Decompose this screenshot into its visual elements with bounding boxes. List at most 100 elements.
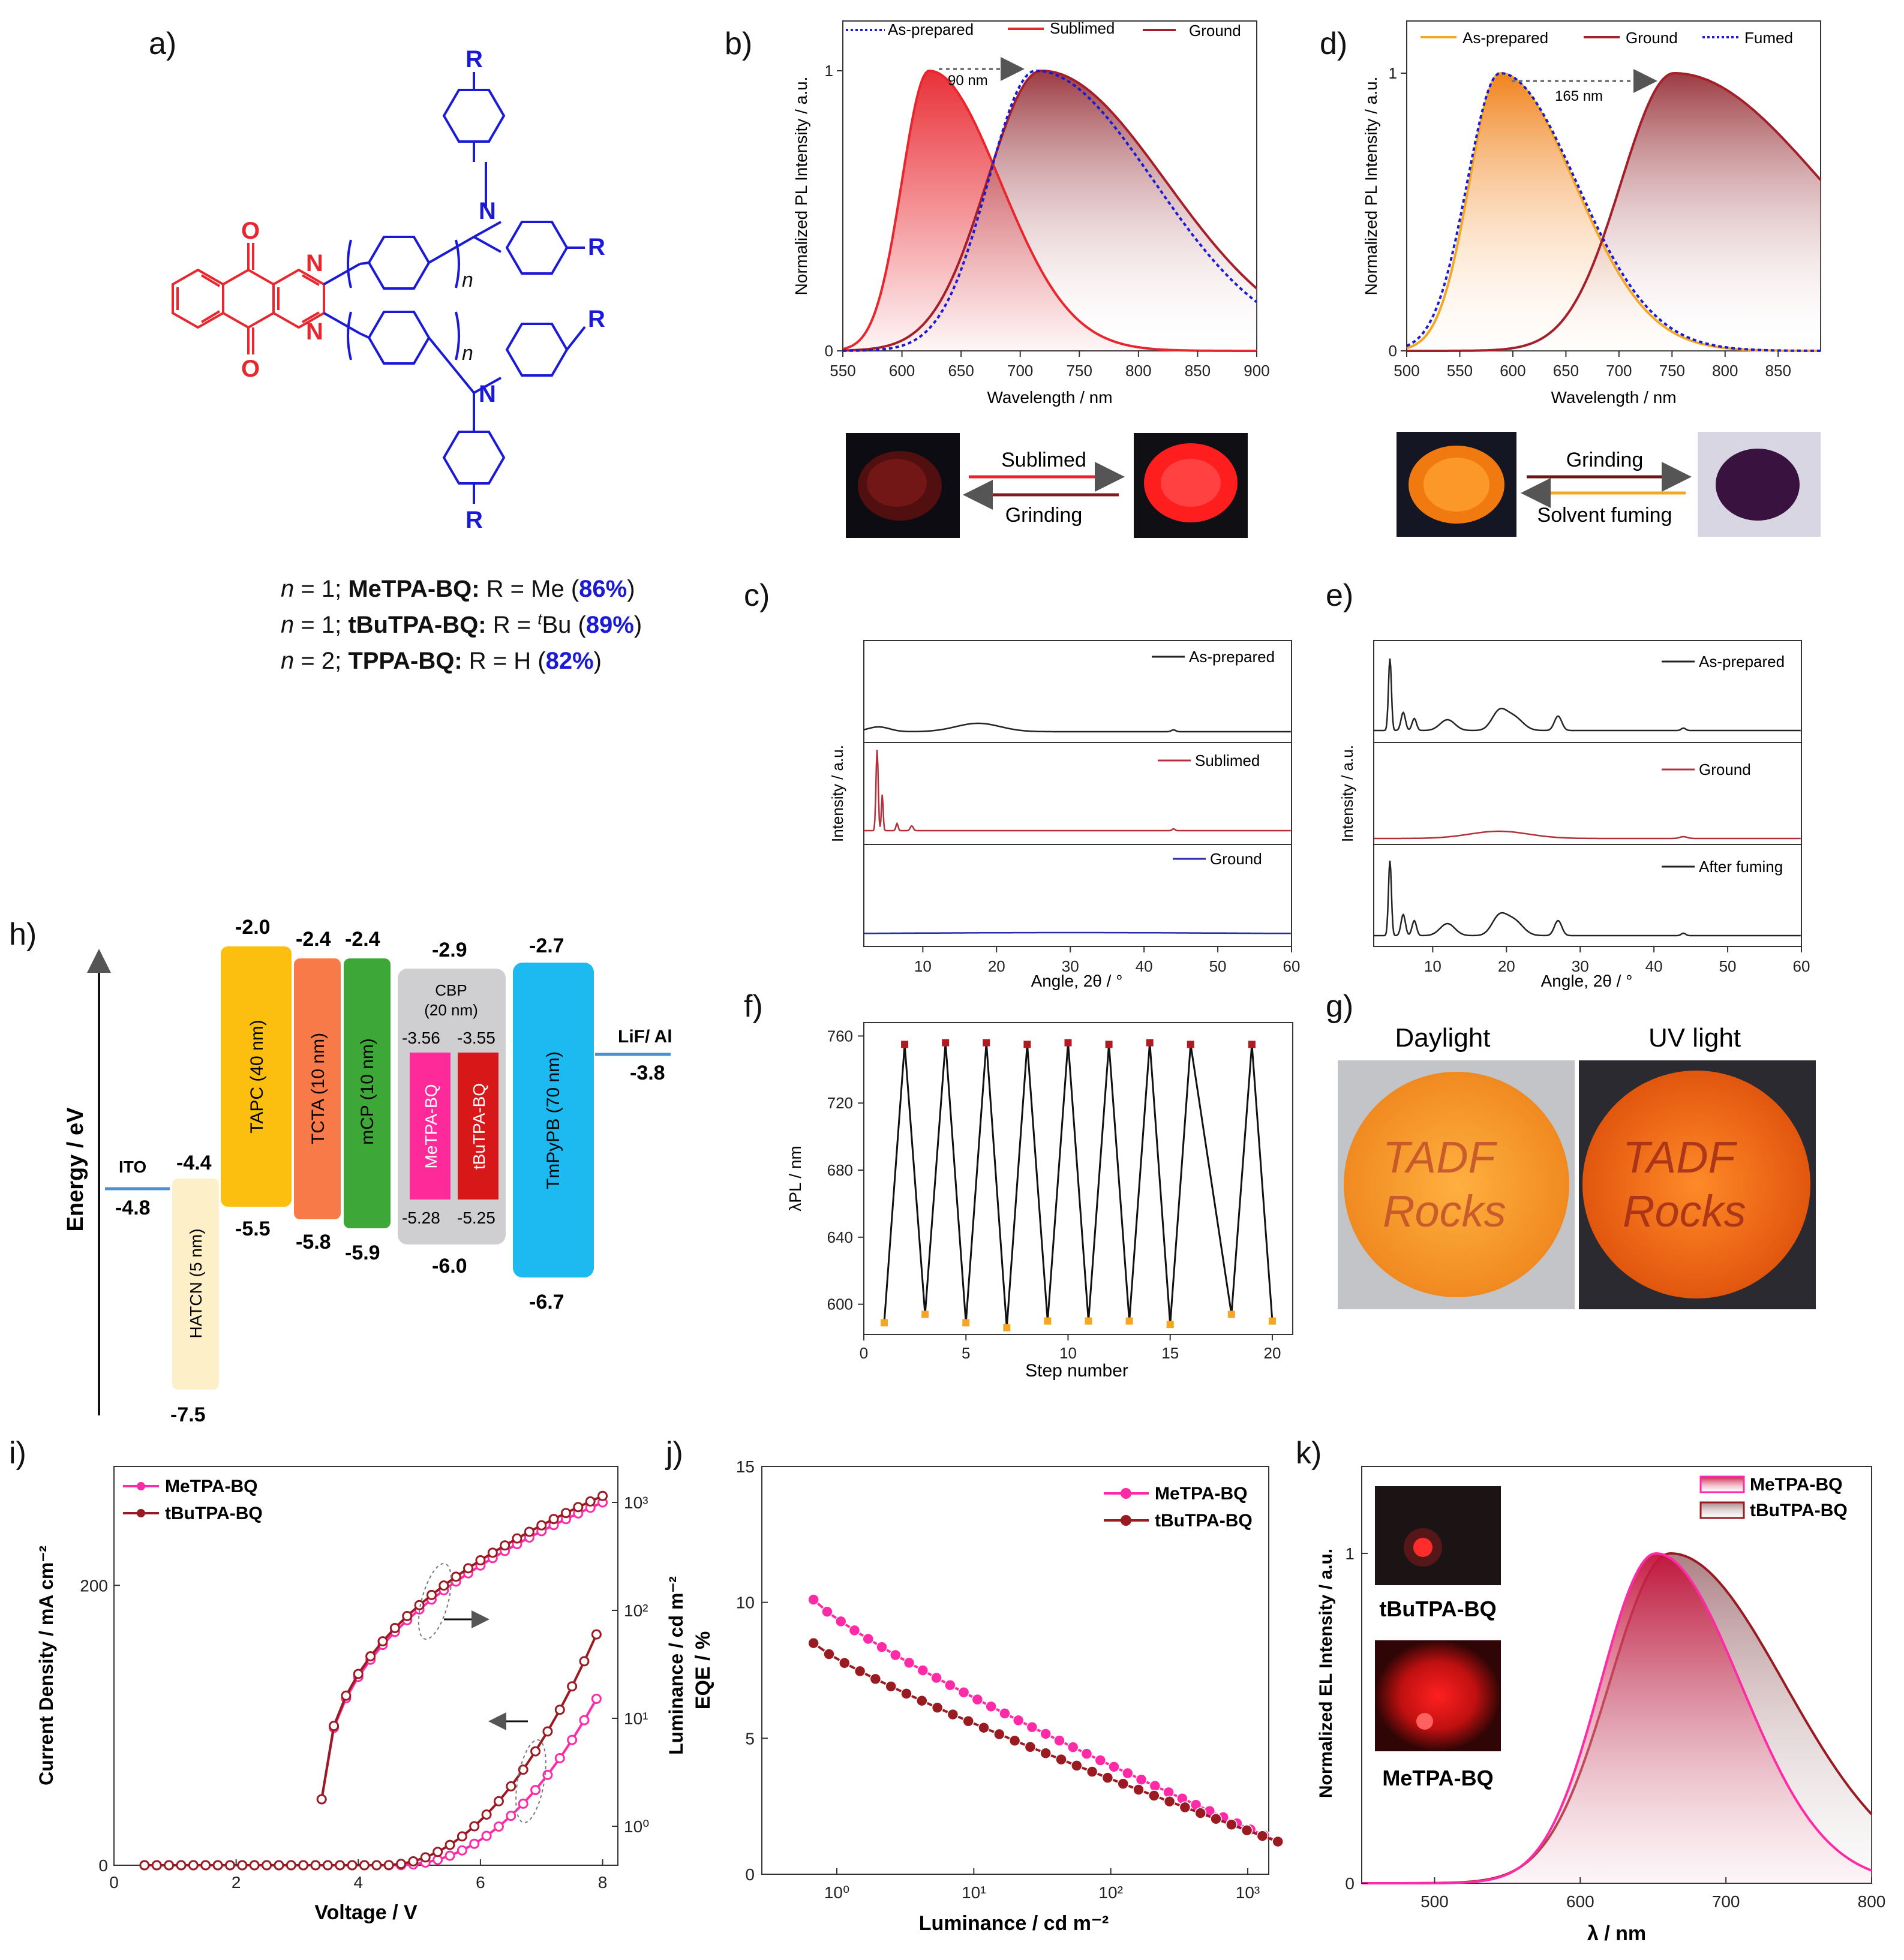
marker-j-tbutpa-27 — [469, 1821, 480, 1832]
trace-c-0 — [863, 722, 1291, 733]
arrow-label-grinding-d: Grinding — [1566, 449, 1644, 471]
marker-j-metpa-26 — [457, 1845, 467, 1856]
plot-d-series — [1406, 71, 1822, 352]
panel-letter-b: b) — [725, 26, 752, 61]
marker-j-tbutpa-32 — [530, 1746, 541, 1757]
panel-letters: a) b) d) c) e) f) g) h) i) j) k) — [9, 26, 1353, 1471]
marker-j-tbutpa-30 — [506, 1781, 516, 1791]
xtick-label-e-4: 50 — [1719, 957, 1737, 975]
y2tick-label-i-1: 10¹ — [624, 1709, 648, 1728]
marker-j-tbutpa-10 — [262, 1860, 272, 1871]
tbutpa-bq-label: tBuTPA-BQ — [470, 1083, 488, 1170]
x-axis-label-c: Angle, 2θ / ° — [1031, 972, 1123, 990]
point-f-12 — [1125, 1317, 1133, 1325]
y2tick-label-i-2: 10² — [624, 1601, 648, 1620]
marker-j-1-4 — [869, 1673, 882, 1685]
legend-e-after-fuming: After fuming — [1699, 858, 1783, 876]
marker-j-0-23 — [1122, 1767, 1134, 1779]
atom-oxygen-bottom: O — [241, 356, 260, 382]
point-f-10 — [1085, 1317, 1092, 1325]
atom-r-right-upper: R — [588, 234, 605, 260]
marker-l-tbutpa-21 — [573, 1502, 584, 1513]
plot-f-ticks: 0 5 10 15 20 600 640 680 720 760 — [827, 1027, 1281, 1362]
marker-l-tbutpa-8 — [414, 1600, 425, 1610]
ytick-label-i-0: 0 — [98, 1856, 108, 1875]
marker-j-0-3 — [848, 1624, 861, 1637]
legend-i: MeTPA-BQ tBuTPA-BQ — [123, 1477, 263, 1523]
xtick-label-f-3: 15 — [1161, 1344, 1179, 1362]
panel-letter-i: i) — [9, 1436, 26, 1471]
marker-j-metpa-37 — [591, 1694, 602, 1705]
point-f-16 — [1227, 1310, 1235, 1318]
marker-j-0-1 — [821, 1606, 833, 1618]
xtick-label-f-4: 20 — [1263, 1344, 1281, 1362]
panel-letter-e: e) — [1326, 578, 1353, 613]
x-axis-label-b: Wavelength / nm — [987, 388, 1112, 407]
legend-i-metpa: MeTPA-BQ — [165, 1477, 257, 1496]
plot-frame-f — [863, 1022, 1293, 1335]
ytick-label-f-4: 760 — [827, 1027, 853, 1045]
line-b-0 — [842, 70, 1257, 352]
legend-e: As-prepared Ground After fuming — [1662, 653, 1785, 876]
metpa-bq-bottom-value: -5.28 — [402, 1209, 440, 1227]
marker-j-tbutpa-23 — [420, 1852, 431, 1863]
line-k-0 — [1362, 1552, 1872, 1884]
legend-i-tbutpa: tBuTPA-BQ — [165, 1504, 263, 1523]
marker-l-tbutpa-19 — [548, 1514, 559, 1525]
marker-j-0-2 — [834, 1615, 847, 1628]
legend-b-as-prepared: As-prepared — [888, 20, 974, 38]
xtick-label-f-2: 10 — [1059, 1344, 1077, 1362]
xtick-label-k-1: 600 — [1566, 1892, 1594, 1911]
panel-letter-j: j) — [665, 1436, 683, 1471]
photo-row-d: Grinding Solvent fuming — [1397, 432, 1821, 537]
panel-h-energy-diagram: Energy / eV ITO -4.8 HATCN (5 nm) -4.4 -… — [63, 916, 672, 1426]
marker-l-tbutpa-16 — [512, 1533, 522, 1544]
xtick-label-i-1: 2 — [232, 1873, 241, 1892]
marker-l-tbutpa-9 — [426, 1589, 437, 1600]
marker-j-0-16 — [1026, 1721, 1038, 1733]
xtick-label-d-0: 500 — [1394, 362, 1419, 380]
x-axis-label-e: Angle, 2θ / ° — [1541, 972, 1633, 990]
ytick-label-d-1: 1 — [1389, 64, 1397, 82]
trace-c-1 — [864, 749, 1291, 832]
tapc-top-value: -2.0 — [235, 916, 271, 939]
device-photo-metpa — [1375, 1640, 1501, 1751]
compound-line-3: n = 2; TPPA-BQ: R = H (82%) — [281, 648, 602, 674]
marker-j-metpa-31 — [518, 1798, 528, 1809]
marker-j-0-0 — [807, 1594, 819, 1606]
cbp-bottom-value: -6.0 — [432, 1255, 467, 1277]
point-f-4 — [962, 1319, 970, 1327]
plot-b-ticks: 550 600 650 700 750 800 850 900 0 1 — [825, 62, 1270, 380]
curve-j-tbutpa — [144, 1634, 598, 1866]
marker-j-1-27 — [1226, 1818, 1238, 1831]
plot-d-fills — [1407, 73, 1821, 351]
y-axis-label-c: Intensity / a.u. — [828, 745, 846, 842]
marker-j-1-23 — [1163, 1795, 1176, 1808]
marker-j-1-0 — [807, 1637, 819, 1649]
marker-j-1-12 — [993, 1728, 1005, 1740]
tbutpa-bq-layer — [458, 1053, 498, 1200]
marker-l-tbutpa-13 — [475, 1555, 486, 1566]
xtick-label-c-2: 30 — [1062, 957, 1079, 975]
cathode-value: -3.8 — [630, 1062, 665, 1084]
panel-d-pl-spectra: 500 550 600 650 700 750 800 850 0 1 Normalized PL… — [1362, 20, 1822, 537]
marker-l-tbutpa-22 — [585, 1496, 596, 1507]
ytick-label-j-2: 10 — [736, 1594, 755, 1612]
panel-letter-g: g) — [1326, 989, 1353, 1024]
marker-j-tbutpa-19 — [371, 1860, 382, 1871]
marker-j-0-6 — [890, 1649, 902, 1661]
marker-j-tbutpa-31 — [518, 1764, 528, 1775]
marker-l-tbutpa-23 — [597, 1490, 608, 1501]
ytick-label-k-1: 1 — [1345, 1544, 1355, 1563]
trace-e-2 — [1374, 860, 1801, 937]
cbp-top-value: -2.9 — [432, 939, 467, 961]
area-d-1 — [1407, 73, 1821, 351]
atom-r-top: R — [466, 46, 483, 73]
marker-l-tbutpa-5 — [377, 1636, 388, 1647]
marker-j-tbutpa-18 — [359, 1860, 370, 1871]
marker-j-metpa-29 — [493, 1821, 504, 1832]
marker-j-1-30 — [1272, 1835, 1284, 1848]
xtick-label-d-3: 650 — [1553, 362, 1579, 380]
marker-j-tbutpa-1 — [151, 1860, 162, 1871]
xtick-label-b-0: 550 — [830, 362, 855, 380]
